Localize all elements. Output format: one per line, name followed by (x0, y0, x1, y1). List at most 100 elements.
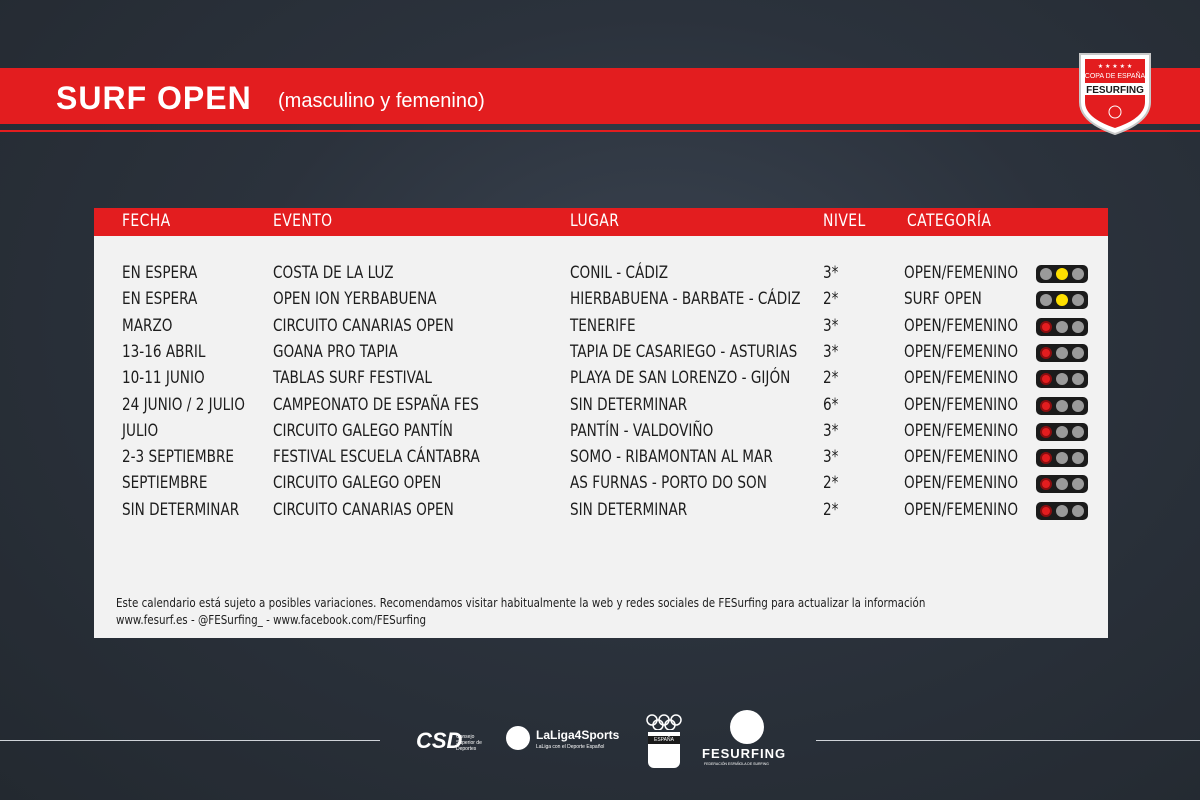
cell-fecha: EN ESPERA (122, 289, 198, 310)
csd-logo-text: CSD (416, 728, 463, 753)
status-dot-icon (1056, 268, 1068, 280)
cell-categoria: OPEN/FEMENINO (904, 499, 1019, 520)
fesurfing-logo-caption: FEDERACIÓN ESPAÑOLA DE SURFING (704, 762, 769, 766)
badge-main-text: FESURFING (1086, 85, 1144, 96)
status-lights-icon (1036, 475, 1088, 494)
cell-categoria: OPEN/FEMENINO (904, 368, 1019, 389)
table-row: 10-11 JUNIO TABLAS SURF FESTIVAL PLAYA DE … (94, 368, 1108, 394)
cell-fecha: MARZO (122, 315, 173, 336)
status-dot-icon (1056, 452, 1068, 465)
cell-lugar: TAPIA DE CASARIEGO - ASTURIAS (570, 341, 798, 362)
contact-links-text: www.fesurf.es - @FESurfing_ - www.facebo… (116, 613, 427, 627)
cell-evento: FESTIVAL ESCUELA CÁNTABRA (273, 447, 480, 468)
table-row: SEPTIEMBRE CIRCUITO GALEGO OPEN AS FURNAS … (94, 473, 1108, 499)
laliga-logo-text: LaLiga4Sports (536, 728, 620, 742)
status-dot-icon (1056, 373, 1068, 386)
status-dot-icon (1072, 373, 1084, 386)
status-dot-icon (1040, 373, 1052, 386)
cell-lugar: AS FURNAS - PORTO DO SON (570, 473, 767, 494)
cell-lugar: HIERBABUENA - BARBATE - CÁDIZ (570, 289, 801, 310)
laliga-logo-mark (506, 726, 530, 750)
cell-nivel: 6* (823, 394, 839, 415)
cell-evento: CIRCUITO GALEGO OPEN (273, 473, 442, 494)
cell-fecha: SEPTIEMBRE (122, 473, 208, 494)
cell-nivel: 2* (823, 289, 839, 310)
cell-fecha: JULIO (122, 420, 159, 441)
status-dot-icon (1040, 294, 1052, 307)
table-row: SIN DETERMINAR CIRCUITO CANARIAS OPEN SIN … (94, 500, 1108, 526)
cell-nivel: 2* (823, 473, 839, 494)
status-dot-icon (1040, 399, 1052, 412)
coe-espana-logo: ESPAÑA (644, 714, 684, 770)
cell-categoria: OPEN/FEMENINO (904, 473, 1019, 494)
disclaimer-text: Este calendario está sujeto a posibles v… (116, 596, 926, 610)
cell-evento: CIRCUITO GALEGO PANTÍN (273, 420, 453, 441)
header-nivel: NIVEL (823, 211, 866, 231)
cell-lugar: PLAYA DE SAN LORENZO - GIJÓN (570, 368, 791, 389)
cell-nivel: 3* (823, 341, 839, 362)
status-dot-icon (1072, 478, 1084, 491)
cell-nivel: 3* (823, 263, 839, 283)
status-dot-icon (1072, 425, 1084, 438)
status-dot-icon (1056, 320, 1068, 333)
status-lights-icon (1036, 449, 1088, 468)
fesurfing-logo: FESURFING FEDERACIÓN ESPAÑOLA DE SURFING (702, 710, 792, 770)
cell-categoria: OPEN/FEMENINO (904, 315, 1019, 336)
status-lights-icon (1036, 422, 1088, 441)
status-dot-icon (1040, 320, 1052, 333)
cell-lugar: SOMO - RIBAMONTAN AL MAR (570, 447, 773, 468)
calendar-table: FECHA EVENTO LUGAR NIVEL CATEGORÍA EN ES… (94, 208, 1108, 638)
cell-fecha: 2-3 SEPTIEMBRE (122, 447, 234, 468)
cell-categoria: OPEN/FEMENINO (904, 420, 1019, 441)
cell-nivel: 3* (823, 315, 839, 336)
cell-evento: CAMPEONATO DE ESPAÑA FES (273, 394, 479, 415)
status-dot-icon (1056, 504, 1068, 517)
status-lights-icon (1036, 370, 1088, 389)
cell-evento: CIRCUITO CANARIAS OPEN (273, 499, 454, 520)
csd-logo-caption: Consejo Superior de Deportes (456, 734, 482, 752)
status-lights-icon (1036, 265, 1088, 283)
cell-categoria: OPEN/FEMENINO (904, 447, 1019, 468)
page-subtitle: (masculino y femenino) (278, 90, 485, 112)
status-dot-icon (1056, 346, 1068, 359)
cell-nivel: 3* (823, 447, 839, 468)
status-dot-icon (1040, 478, 1052, 491)
cell-fecha: 24 JUNIO / 2 JULIO (122, 394, 245, 415)
cell-lugar: SIN DETERMINAR (570, 499, 688, 520)
status-lights-icon (1036, 396, 1088, 415)
header-categoria: CATEGORÍA (907, 211, 992, 231)
footer-rule-right (816, 740, 1200, 741)
table-header: FECHA EVENTO LUGAR NIVEL CATEGORÍA (94, 208, 1108, 236)
badge-top-text: COPA DE ESPAÑA (1085, 71, 1146, 80)
cell-evento: GOANA PRO TAPIA (273, 341, 398, 362)
cell-lugar: TENERIFE (570, 315, 636, 336)
table-row: MARZO CIRCUITO CANARIAS OPEN TENERIFE 3* OPE… (94, 316, 1108, 342)
cell-fecha: SIN DETERMINAR (122, 499, 240, 520)
surfer-icon (730, 710, 764, 744)
cell-fecha: 13-16 ABRIL (122, 341, 206, 362)
status-dot-icon (1072, 268, 1084, 280)
copa-espana-badge: ★ ★ ★ ★ ★ COPA DE ESPAÑA FESURFING (1079, 53, 1151, 136)
status-lights-icon (1036, 343, 1088, 362)
table-row: 24 JUNIO / 2 JULIO CAMPEONATO DE ESPAÑA F… (94, 395, 1108, 421)
fesurfing-logo-text: FESURFING (702, 746, 787, 761)
table-row: EN ESPERA OPEN ION YERBABUENA HIERBABUENA … (94, 289, 1108, 315)
cell-categoria: OPEN/FEMENINO (904, 341, 1019, 362)
status-dot-icon (1056, 294, 1068, 307)
cell-lugar: CONIL - CÁDIZ (570, 263, 669, 283)
title-band (0, 68, 1200, 124)
table-row: 2-3 SEPTIEMBRE FESTIVAL ESCUELA CÁNTABRA S… (94, 447, 1108, 473)
olympic-rings-icon (646, 714, 682, 731)
espana-shield-text: ESPAÑA (648, 736, 680, 744)
header-fecha: FECHA (122, 211, 171, 231)
cell-categoria: SURF OPEN (904, 289, 982, 310)
laliga-logo-caption: LaLiga con el Deporte Español (536, 744, 605, 750)
cell-fecha: EN ESPERA (122, 263, 198, 283)
laliga-logo: LaLiga4Sports LaLiga con el Deporte Espa… (506, 724, 626, 754)
cell-categoria: OPEN/FEMENINO (904, 394, 1019, 415)
svg-text:★ ★ ★ ★ ★: ★ ★ ★ ★ ★ (1098, 63, 1133, 70)
espana-shield: ESPAÑA (648, 732, 680, 768)
cell-nivel: 2* (823, 368, 839, 389)
status-dot-icon (1072, 320, 1084, 333)
status-dot-icon (1072, 504, 1084, 517)
